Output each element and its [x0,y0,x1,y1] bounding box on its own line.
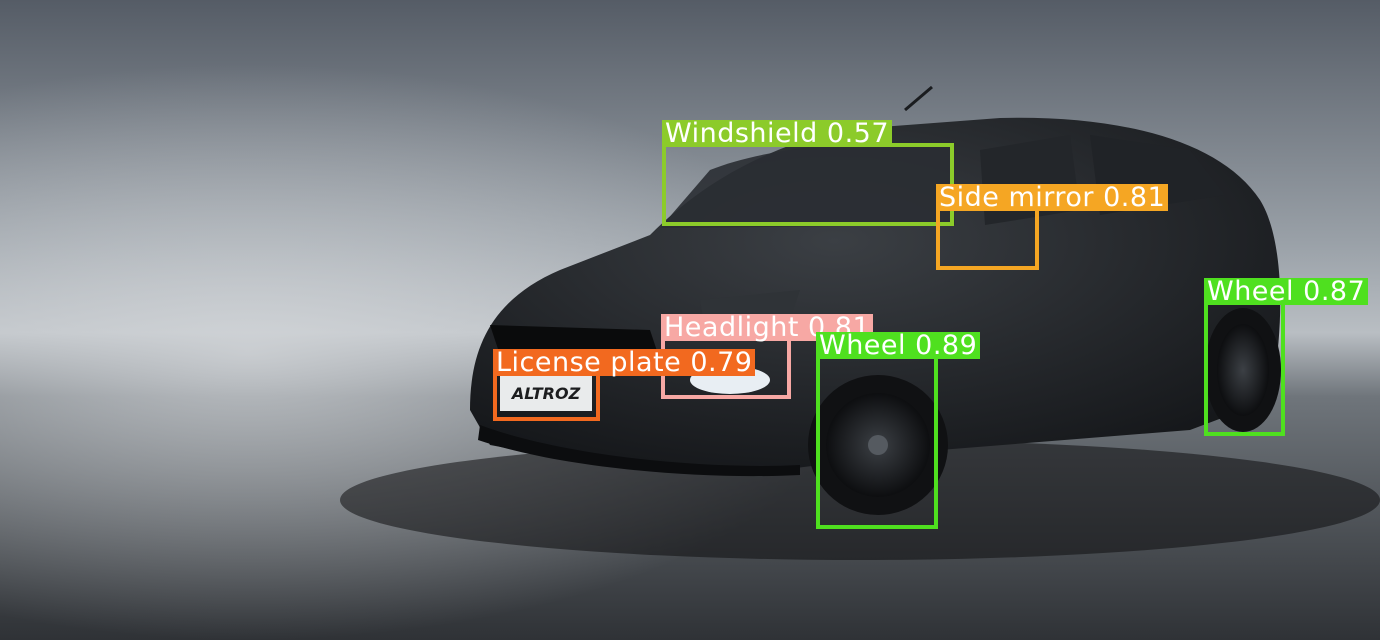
license-plate-detection-label: License plate 0.79 [493,349,756,376]
front-wheel-detection-box: Wheel 0.89 [816,332,981,529]
windshield-detection-label: Windshield 0.57 [662,120,893,147]
plate-badge-text: ALTROZ [510,384,581,403]
side-mirror-detection-label: Side mirror 0.81 [936,184,1169,211]
headlight-detection-label: Headlight 0.81 [661,314,874,341]
license-plate-detection-box: License plate 0.79 [493,349,756,421]
headlight-detection-box: Headlight 0.81 [661,314,874,399]
windshield-detection-box: Windshield 0.57 [662,120,954,226]
rear-wheel-detection-label: Wheel 0.87 [1204,278,1369,305]
front-wheel-detection-label: Wheel 0.89 [816,332,981,359]
side-mirror-detection-box: Side mirror 0.81 [936,184,1169,270]
rear-wheel-detection-box: Wheel 0.87 [1204,278,1369,436]
